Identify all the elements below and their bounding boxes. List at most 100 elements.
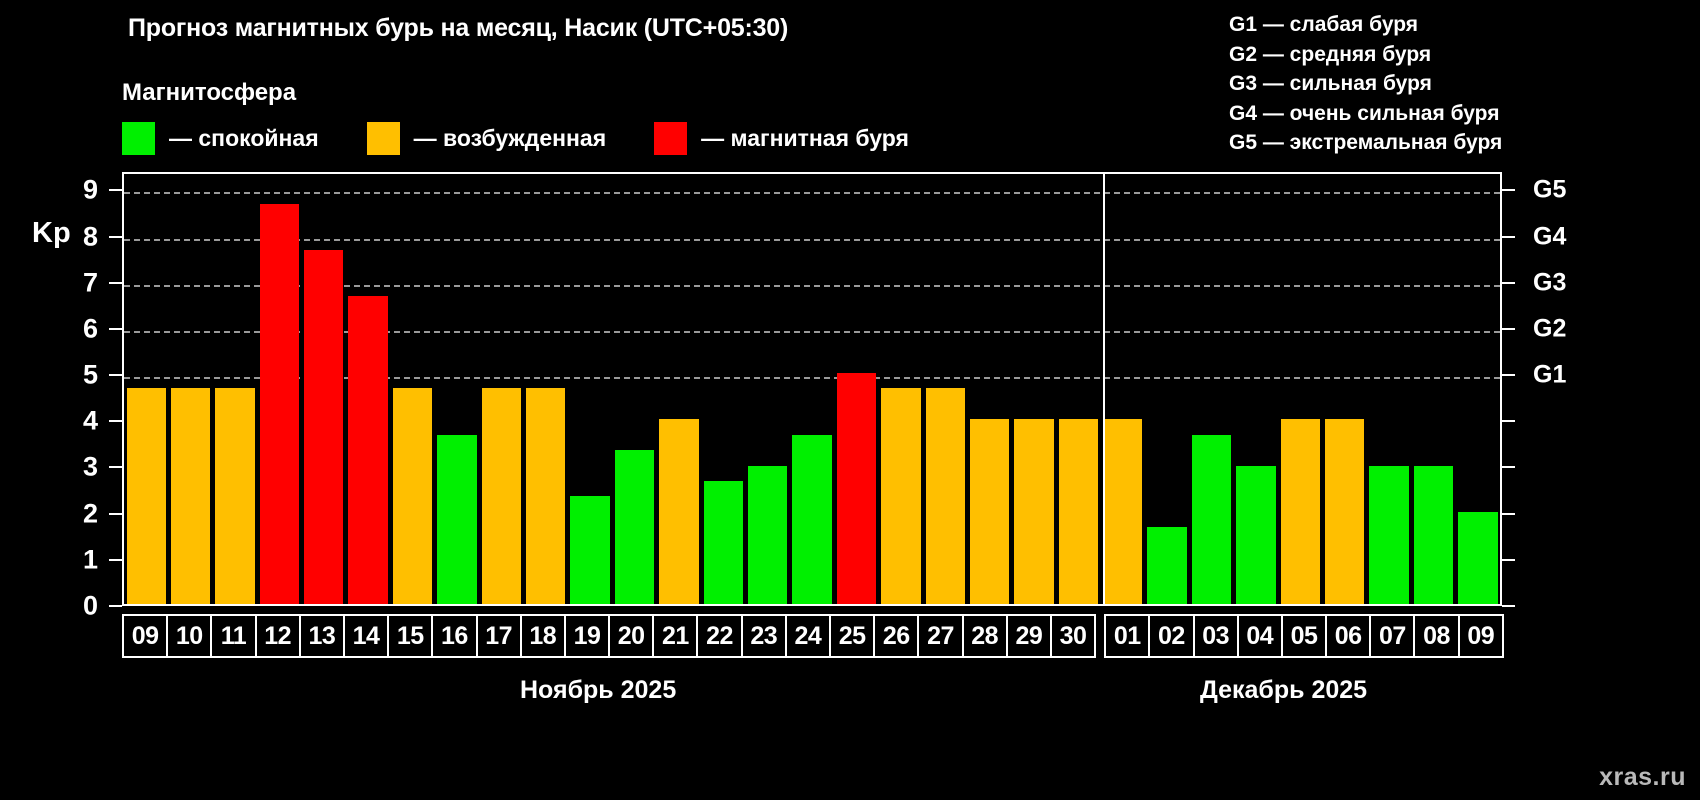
date-cell[interactable]: 06: [1325, 614, 1372, 658]
bar[interactable]: [170, 388, 211, 604]
bar[interactable]: [747, 465, 788, 604]
bar[interactable]: [348, 296, 388, 604]
bar[interactable]: [659, 419, 699, 604]
bar-slot[interactable]: [302, 174, 346, 604]
bar-slot[interactable]: [1456, 174, 1500, 604]
bar-slot[interactable]: [168, 174, 212, 604]
date-cell[interactable]: 22: [696, 614, 743, 658]
date-cell[interactable]: 19: [563, 614, 611, 658]
bar-slot[interactable]: [879, 174, 923, 604]
date-cell[interactable]: 21: [652, 614, 699, 658]
bar[interactable]: [259, 203, 300, 604]
date-cell[interactable]: 09: [122, 614, 169, 658]
date-cell[interactable]: 07: [1369, 614, 1416, 658]
bar-slot[interactable]: [524, 174, 568, 604]
bar[interactable]: [126, 388, 166, 604]
gscale-legend-line: G1 — слабая буря: [1229, 13, 1419, 36]
bar-slot[interactable]: [967, 174, 1011, 604]
bar[interactable]: [1103, 419, 1143, 604]
date-cell[interactable]: 03: [1192, 614, 1239, 658]
bar-slot[interactable]: [213, 174, 257, 604]
date-cell[interactable]: 23: [740, 614, 787, 658]
date-cell[interactable]: 13: [298, 614, 345, 658]
date-cell[interactable]: 29: [1005, 614, 1052, 658]
date-cell[interactable]: 26: [873, 614, 920, 658]
bar-slot[interactable]: [745, 174, 789, 604]
bar-slot[interactable]: [479, 174, 523, 604]
date-cell[interactable]: 10: [166, 614, 213, 658]
date-cell[interactable]: 11: [210, 614, 257, 658]
date-cell[interactable]: 14: [342, 614, 390, 658]
gridline: [124, 238, 1500, 241]
bar-slot[interactable]: [1189, 174, 1233, 604]
bar-slot[interactable]: [1367, 174, 1411, 604]
bar-slot[interactable]: [568, 174, 612, 604]
date-cell[interactable]: 24: [784, 614, 831, 658]
bar-slot[interactable]: [1234, 174, 1278, 604]
bar[interactable]: [1058, 419, 1099, 604]
date-cell[interactable]: 16: [431, 614, 478, 658]
bar[interactable]: [881, 388, 921, 604]
bar-slot[interactable]: [124, 174, 168, 604]
legend-item-label: — спокойная: [169, 124, 319, 151]
date-cell[interactable]: 27: [917, 614, 964, 658]
bar[interactable]: [570, 496, 610, 604]
y-axis-tick-mark: [109, 420, 122, 423]
bar-slot[interactable]: [1411, 174, 1455, 604]
bar[interactable]: [215, 388, 255, 604]
bar-slot[interactable]: [1012, 174, 1056, 604]
bar[interactable]: [1325, 419, 1365, 604]
bar-slot[interactable]: [435, 174, 479, 604]
date-cell[interactable]: 18: [519, 614, 566, 658]
bar-slot[interactable]: [257, 174, 301, 604]
bar-slot[interactable]: [1145, 174, 1189, 604]
legend-item: — магнитная буря: [654, 120, 909, 156]
y-axis-tick-mark: [109, 558, 122, 561]
bar-slot[interactable]: [834, 174, 878, 604]
bar-slot[interactable]: [346, 174, 390, 604]
date-cell[interactable]: 04: [1236, 614, 1283, 658]
bar[interactable]: [614, 450, 655, 604]
bar[interactable]: [1014, 419, 1054, 604]
bar-slot[interactable]: [1056, 174, 1100, 604]
bar-slot[interactable]: [701, 174, 745, 604]
bar[interactable]: [925, 388, 965, 604]
date-cell[interactable]: 09: [1457, 614, 1504, 658]
bar[interactable]: [703, 480, 743, 604]
bar[interactable]: [1458, 511, 1498, 604]
bar[interactable]: [437, 434, 477, 604]
bar[interactable]: [1147, 526, 1187, 604]
bar-slot[interactable]: [1323, 174, 1367, 604]
date-cell[interactable]: 28: [961, 614, 1008, 658]
bar-slot[interactable]: [612, 174, 656, 604]
date-cell[interactable]: 05: [1280, 614, 1328, 658]
date-cell[interactable]: 02: [1148, 614, 1195, 658]
date-cell[interactable]: 25: [829, 614, 876, 658]
date-cell[interactable]: 17: [475, 614, 522, 658]
date-cell[interactable]: 20: [608, 614, 655, 658]
bar[interactable]: [526, 388, 566, 604]
date-cell[interactable]: 08: [1413, 614, 1460, 658]
bar-slot[interactable]: [1101, 174, 1145, 604]
bar[interactable]: [304, 249, 344, 604]
bar-slot[interactable]: [790, 174, 834, 604]
bar-slot[interactable]: [1278, 174, 1322, 604]
bar[interactable]: [792, 434, 832, 604]
bar[interactable]: [1191, 434, 1232, 604]
bar-slot[interactable]: [923, 174, 967, 604]
bar[interactable]: [836, 373, 877, 604]
date-cell[interactable]: 30: [1049, 614, 1097, 658]
bar[interactable]: [1280, 419, 1321, 604]
date-cell[interactable]: 01: [1104, 614, 1151, 658]
bar[interactable]: [1236, 465, 1276, 604]
date-cell[interactable]: 12: [254, 614, 301, 658]
bar[interactable]: [1369, 465, 1409, 604]
bar[interactable]: [392, 388, 433, 604]
date-cell[interactable]: 15: [387, 614, 434, 658]
bar[interactable]: [1413, 465, 1454, 604]
bar-slot[interactable]: [657, 174, 701, 604]
bar[interactable]: [969, 419, 1010, 604]
bar[interactable]: [481, 388, 522, 604]
gscale-legend-line: G3 — сильная буря: [1229, 72, 1432, 95]
bar-slot[interactable]: [390, 174, 434, 604]
